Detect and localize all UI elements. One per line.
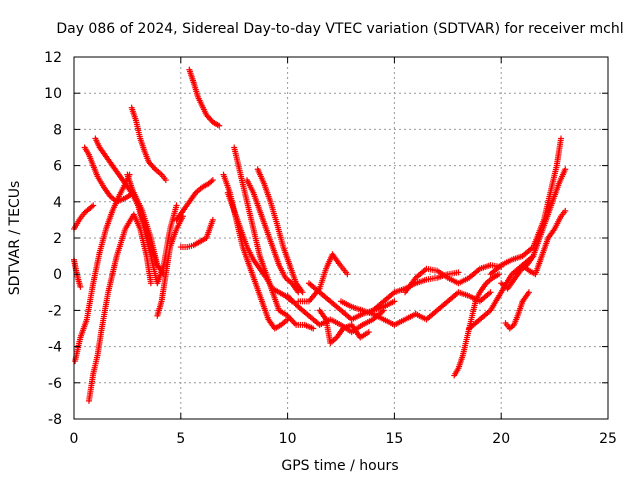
data-points bbox=[71, 66, 569, 404]
data-point bbox=[299, 289, 306, 296]
data-point bbox=[310, 325, 317, 332]
data-series bbox=[502, 289, 532, 332]
data-point bbox=[288, 296, 295, 303]
data-series bbox=[154, 213, 186, 319]
data-point bbox=[90, 202, 97, 209]
data-series bbox=[231, 144, 317, 332]
data-point bbox=[455, 269, 462, 276]
x-tick-label: 25 bbox=[599, 431, 617, 447]
x-tick-label: 5 bbox=[176, 431, 185, 447]
data-point bbox=[291, 299, 298, 306]
data-series bbox=[71, 202, 97, 232]
data-series bbox=[220, 171, 291, 332]
data-point bbox=[147, 280, 154, 287]
y-tick-label: 2 bbox=[53, 231, 62, 247]
data-point bbox=[289, 298, 296, 305]
data-point bbox=[284, 292, 291, 299]
data-point bbox=[562, 166, 569, 173]
y-tick-label: 6 bbox=[53, 159, 62, 175]
axis-ticks bbox=[73, 56, 609, 420]
y-tick-label: 4 bbox=[53, 195, 62, 211]
data-point bbox=[209, 216, 216, 223]
data-series bbox=[244, 177, 302, 296]
x-axis-label: GPS time / hours bbox=[281, 458, 398, 474]
data-series bbox=[186, 66, 223, 129]
data-point bbox=[525, 289, 532, 296]
data-point bbox=[391, 298, 398, 305]
chart-title: Day 086 of 2024, Sidereal Day-to-day VTE… bbox=[56, 21, 623, 37]
tick-labels: 0 5 10 15 20 25 -8 -6 -4 -2 0 2 4 6 8 10 12 bbox=[44, 50, 617, 447]
data-point bbox=[344, 271, 351, 278]
data-point bbox=[496, 271, 503, 278]
data-point bbox=[216, 122, 223, 129]
data-point bbox=[365, 329, 372, 336]
y-tick-label: 10 bbox=[44, 86, 62, 102]
y-tick-label: -6 bbox=[48, 376, 62, 392]
data-point bbox=[293, 302, 300, 309]
y-tick-label: -8 bbox=[48, 412, 62, 428]
data-series bbox=[71, 256, 84, 290]
data-point bbox=[562, 207, 569, 214]
data-point bbox=[77, 283, 84, 290]
y-axis-label: SDTVAR / TECUs bbox=[7, 181, 23, 296]
data-series bbox=[451, 271, 503, 379]
data-point bbox=[173, 202, 180, 209]
data-point bbox=[285, 294, 292, 301]
y-tick-label: 8 bbox=[53, 122, 62, 138]
x-tick-label: 10 bbox=[279, 431, 297, 447]
data-point bbox=[292, 301, 299, 308]
data-point bbox=[209, 177, 216, 184]
data-series bbox=[177, 216, 216, 251]
data-series bbox=[173, 177, 216, 223]
y-tick-label: -2 bbox=[48, 303, 62, 319]
data-series bbox=[519, 207, 569, 278]
y-tick-label: -4 bbox=[48, 340, 62, 356]
data-series bbox=[254, 166, 306, 296]
data-point bbox=[162, 177, 169, 184]
data-series bbox=[124, 171, 180, 287]
data-series bbox=[338, 298, 419, 328]
x-tick-label: 0 bbox=[70, 431, 79, 447]
data-series bbox=[498, 166, 569, 292]
data-series bbox=[295, 251, 351, 305]
y-tick-label: 0 bbox=[53, 267, 62, 283]
y-tick-label: 12 bbox=[44, 50, 62, 66]
x-tick-label: 15 bbox=[385, 431, 403, 447]
data-point bbox=[287, 295, 294, 302]
data-series bbox=[128, 104, 169, 184]
data-series bbox=[316, 307, 372, 346]
data-point bbox=[487, 289, 494, 296]
data-point bbox=[558, 135, 565, 142]
x-tick-label: 20 bbox=[492, 431, 510, 447]
